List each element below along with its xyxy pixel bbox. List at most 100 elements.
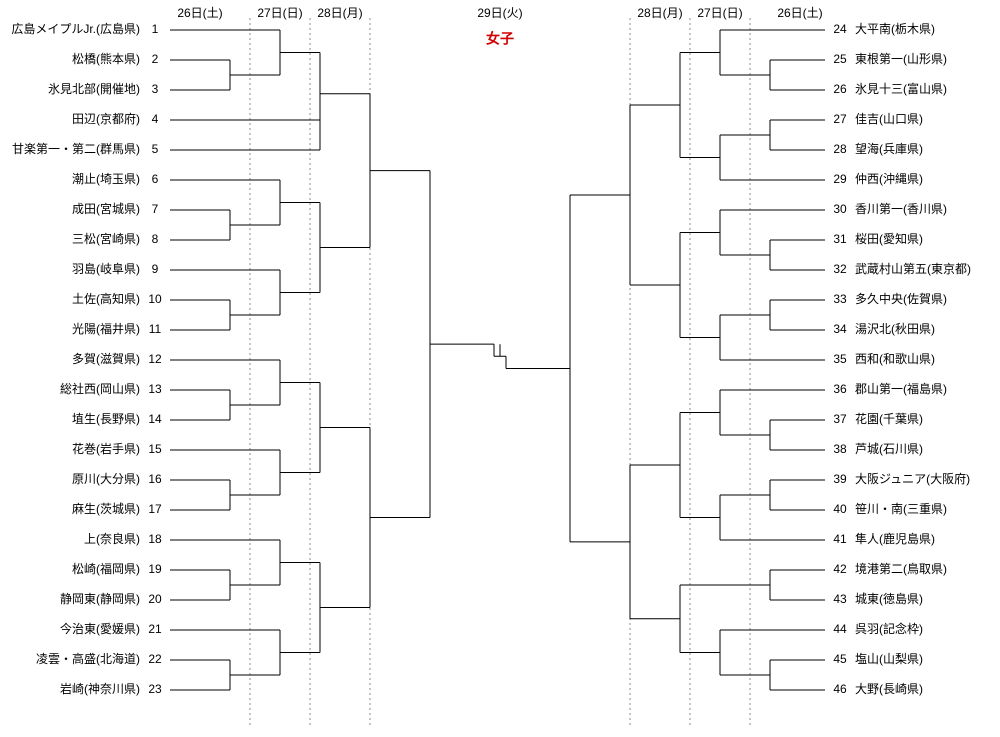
team-seed: 27 (833, 112, 847, 126)
team-seed: 10 (148, 292, 162, 306)
team-name: 松崎(福岡県) (72, 561, 140, 576)
team-name: 花園(千葉県) (855, 411, 923, 426)
team-name: 甘楽第一・第二(群馬県) (12, 142, 140, 156)
team-seed: 34 (833, 322, 847, 336)
team-name: 三松(宮崎県) (72, 231, 140, 246)
team-name: 大野(長崎県) (855, 682, 923, 696)
team-name: 大阪ジュニア(大阪府) (855, 471, 970, 486)
team-seed: 5 (152, 142, 159, 156)
team-seed: 2 (152, 52, 159, 66)
team-seed: 23 (148, 682, 162, 696)
team-seed: 43 (833, 592, 847, 606)
date-label: 27日(日) (697, 6, 742, 20)
team-name: 多賀(滋賀県) (72, 352, 140, 366)
team-seed: 18 (148, 532, 162, 546)
team-seed: 16 (148, 472, 162, 486)
team-seed: 4 (152, 112, 159, 126)
team-seed: 13 (148, 382, 162, 396)
team-seed: 37 (833, 412, 847, 426)
team-name: 東根第一(山形県) (855, 52, 947, 66)
date-label: 26日(土) (177, 6, 222, 20)
team-seed: 3 (152, 82, 159, 96)
team-name: 芦城(石川県) (855, 442, 923, 456)
team-seed: 36 (833, 382, 847, 396)
team-seed: 22 (148, 652, 162, 666)
team-seed: 21 (148, 622, 162, 636)
team-name: 埴生(長野県) (72, 411, 140, 426)
team-seed: 24 (833, 22, 847, 36)
team-seed: 8 (152, 232, 159, 246)
team-name: 仲西(沖縄県) (855, 171, 923, 186)
team-name: 西和(和歌山県) (855, 351, 935, 366)
team-seed: 35 (833, 352, 847, 366)
team-name: 羽島(岐阜県) (72, 261, 140, 276)
team-name: 呉羽(記念枠) (855, 621, 923, 636)
team-name: 松橋(熊本県) (72, 51, 140, 66)
team-seed: 45 (833, 652, 847, 666)
team-name: 大平南(栃木県) (855, 21, 935, 36)
team-name: 土佐(高知県) (72, 291, 140, 306)
date-label: 27日(日) (257, 6, 302, 20)
team-name: 城東(徳島県) (855, 591, 923, 606)
team-seed: 42 (833, 562, 847, 576)
team-name: 湯沢北(秋田県) (855, 322, 935, 336)
team-name: 笹川・南(三重県) (855, 501, 947, 516)
team-seed: 12 (148, 352, 162, 366)
tournament-bracket: 26日(土)27日(日)28日(月)29日(火)28日(月)27日(日)26日(… (0, 0, 1000, 737)
date-label: 29日(火) (477, 6, 522, 20)
team-name: 今治東(愛媛県) (60, 621, 140, 636)
team-name: 花巻(岩手県) (72, 441, 140, 456)
team-seed: 40 (833, 502, 847, 516)
bracket-title: 女子 (486, 31, 514, 47)
team-seed: 44 (833, 622, 847, 636)
team-seed: 9 (152, 262, 159, 276)
team-seed: 39 (833, 472, 847, 486)
team-seed: 11 (149, 322, 162, 336)
team-name: 総社西(岡山県) (60, 381, 140, 396)
team-seed: 19 (148, 562, 162, 576)
team-name: 凌雲・高盛(北海道) (36, 651, 140, 666)
team-seed: 38 (833, 442, 847, 456)
team-name: 境港第二(鳥取県) (855, 561, 947, 576)
team-seed: 28 (833, 142, 847, 156)
team-name: 桜田(愛知県) (855, 232, 923, 246)
team-seed: 20 (148, 592, 162, 606)
team-name: 郡山第一(福島県) (855, 381, 947, 396)
team-seed: 26 (833, 82, 847, 96)
team-name: 広島メイプルJr.(広島県) (11, 21, 140, 36)
team-name: 望海(兵庫県) (855, 141, 923, 156)
team-name: 佳吉(山口県) (855, 112, 923, 126)
team-name: 岩崎(神奈川県) (60, 681, 140, 696)
team-seed: 17 (148, 502, 162, 516)
team-name: 成田(宮城県) (72, 201, 140, 216)
team-name: 香川第一(香川県) (855, 202, 947, 216)
team-seed: 15 (148, 442, 162, 456)
team-name: 潮止(埼玉県) (72, 171, 140, 186)
date-label: 28日(月) (637, 6, 682, 20)
team-seed: 32 (833, 262, 847, 276)
date-label: 28日(月) (317, 6, 362, 20)
team-seed: 33 (833, 292, 847, 306)
team-name: 上(奈良県) (84, 531, 140, 546)
team-seed: 46 (833, 682, 847, 696)
team-seed: 6 (152, 172, 159, 186)
team-name: 田辺(京都府) (72, 111, 140, 126)
team-name: 麻生(茨城県) (72, 501, 140, 516)
team-seed: 14 (148, 412, 162, 426)
team-seed: 30 (833, 202, 847, 216)
team-name: 氷見北部(開催地) (48, 81, 140, 96)
team-seed: 25 (833, 52, 847, 66)
team-name: 光陽(福井県) (72, 321, 140, 336)
team-name: 多久中央(佐賀県) (855, 291, 947, 306)
team-seed: 29 (833, 172, 847, 186)
team-seed: 7 (152, 202, 159, 216)
team-name: 原川(大分県) (72, 472, 140, 486)
team-seed: 31 (833, 232, 847, 246)
team-seed: 1 (152, 22, 159, 36)
team-name: 塩山(山梨県) (855, 651, 923, 666)
team-seed: 41 (833, 532, 847, 546)
team-name: 氷見十三(富山県) (855, 81, 947, 96)
team-name: 隼人(鹿児島県) (855, 531, 935, 546)
team-name: 静岡東(静岡県) (60, 592, 140, 606)
team-name: 武蔵村山第五(東京都) (855, 262, 971, 276)
